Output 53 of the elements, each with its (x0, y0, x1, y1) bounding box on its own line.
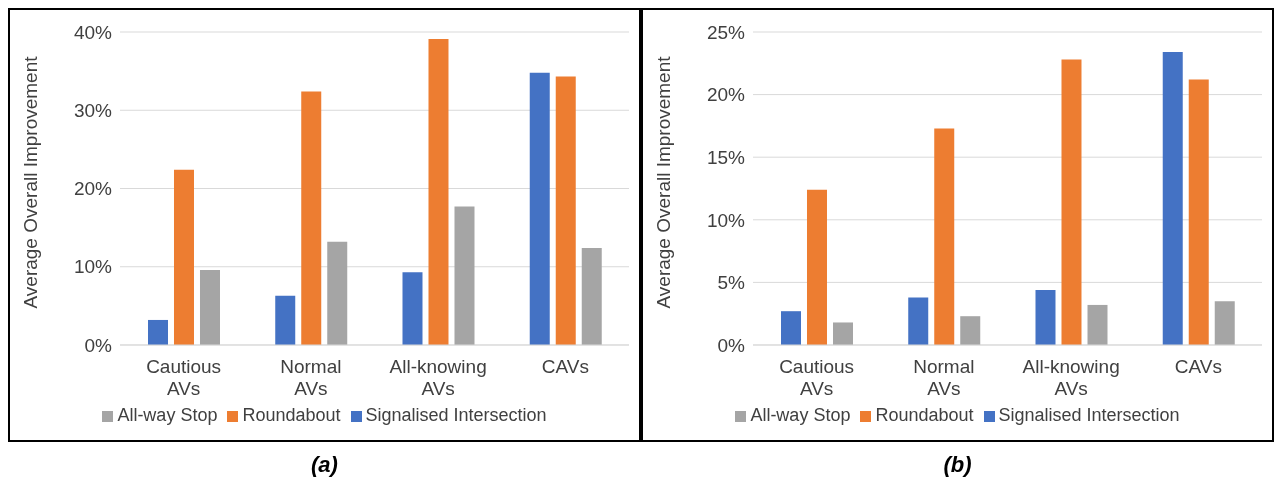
bar (148, 319, 168, 345)
y-tick-label: 10% (706, 209, 746, 231)
x-tick-label: CAVs (1174, 356, 1222, 377)
bar (1087, 304, 1108, 345)
y-axis-title: Average Overall Improvement (19, 55, 41, 309)
legend-label: Signalised Intersection (998, 405, 1180, 425)
x-tick-label: Cautious AVs (779, 356, 855, 399)
x-tick-label: All-knowing AVs (389, 356, 487, 399)
text: (b) (942, 452, 973, 478)
x-tick-label: Cautious AVs (146, 356, 222, 399)
bar (428, 39, 449, 345)
bar (1214, 301, 1235, 345)
y-tick-label: 40% (73, 21, 113, 43)
legend-label: Roundabout (875, 405, 974, 425)
bar (1162, 52, 1183, 345)
bar (301, 91, 322, 345)
legend-label: Roundabout (242, 405, 341, 425)
bar (275, 295, 296, 345)
y-tick-label: 10% (73, 256, 113, 278)
bar (402, 272, 423, 345)
bar (807, 189, 827, 345)
bar (327, 241, 348, 345)
bar (1061, 59, 1082, 345)
y-tick-label: 0% (84, 334, 113, 356)
bar (960, 316, 981, 345)
bar (555, 76, 576, 345)
y-tick-label: 20% (73, 178, 113, 200)
bar (1188, 79, 1209, 345)
y-tick-label: 15% (706, 146, 746, 168)
x-tick-label: Normal AVs (280, 356, 342, 399)
y-tick-label: 0% (717, 334, 746, 356)
bar (908, 297, 929, 345)
bar (174, 169, 194, 345)
y-tick-label: 20% (706, 84, 746, 106)
bar (200, 269, 220, 345)
y-tick-label: 30% (73, 100, 113, 121)
bar (833, 322, 853, 345)
y-axis-title: Average Overall Improvement (652, 55, 674, 309)
legend-label: All-way Stop (117, 405, 218, 425)
bar (934, 128, 955, 345)
x-tick-label: CAVs (541, 356, 589, 377)
bar (1035, 289, 1056, 345)
y-tick-label: 25% (706, 21, 746, 43)
legend-label: All-way Stop (750, 405, 851, 425)
text: (a) (310, 452, 339, 478)
y-tick-label: 5% (717, 272, 746, 294)
bar (581, 247, 602, 345)
x-tick-label: Normal AVs (913, 356, 975, 399)
bar (454, 206, 475, 345)
bar (781, 311, 801, 345)
x-tick-label: All-knowing AVs (1022, 356, 1120, 399)
legend-label: Signalised Intersection (365, 405, 547, 425)
bar (529, 72, 550, 345)
